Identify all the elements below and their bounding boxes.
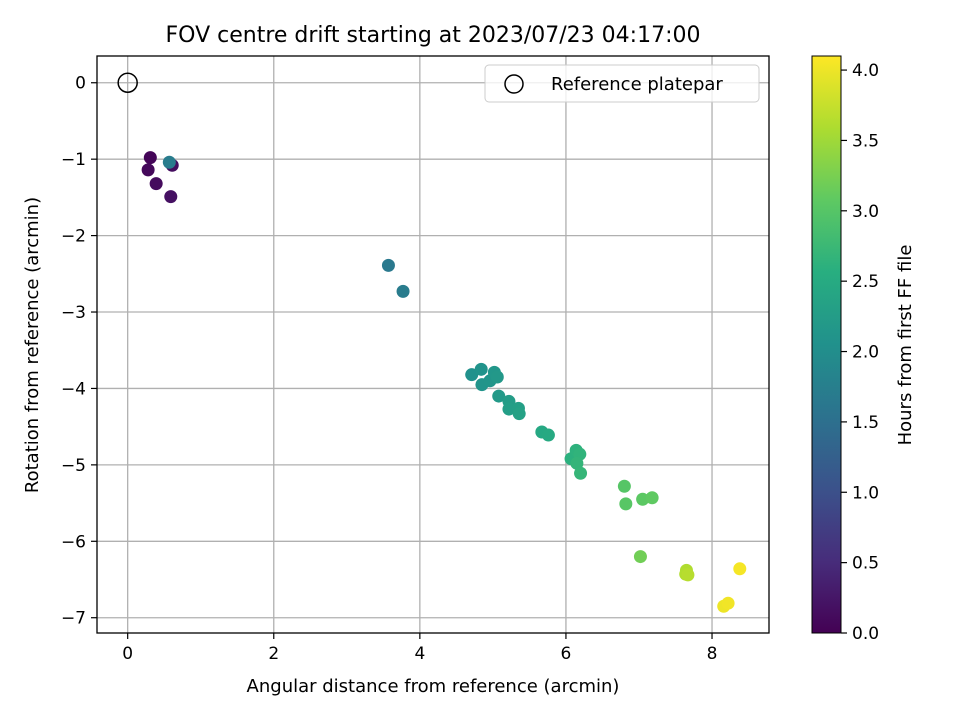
x-tick-label: 2 (268, 644, 279, 664)
data-point (143, 151, 157, 165)
data-point (162, 155, 176, 169)
data-point (541, 428, 555, 442)
colorbar-tick-label: 2.0 (852, 343, 879, 363)
colorbar-tick-label: 3.5 (852, 131, 879, 151)
x-tick-label: 6 (561, 644, 572, 664)
grid (97, 56, 769, 633)
data-point (141, 163, 155, 177)
chart-title: FOV centre drift starting at 2023/07/23 … (166, 23, 701, 48)
colorbar: 0.0 0.5 1.0 1.5 2.0 2.5 3.0 3.5 4.0 Hours from f… (811, 55, 916, 644)
legend: Reference platepar (484, 64, 760, 103)
data-point (574, 466, 588, 480)
x-tick-label: 8 (707, 644, 718, 664)
y-tick-label: −4 (61, 379, 86, 399)
x-tick-label: 4 (414, 644, 425, 664)
reference-marker-group (117, 72, 138, 93)
x-ticks: 0 2 4 6 8 (122, 633, 717, 664)
x-axis-label: Angular distance from reference (arcmin) (247, 676, 620, 697)
data-point (617, 479, 631, 493)
colorbar-tick-label: 2.5 (852, 272, 879, 292)
y-tick-label: −2 (61, 227, 86, 247)
data-point (721, 596, 735, 610)
colorbar-label: Hours from first FF file (895, 245, 916, 446)
data-point (570, 456, 584, 470)
colorbar-tick-label: 1.0 (852, 483, 879, 503)
y-tick-label: 0 (75, 74, 86, 94)
data-point (490, 370, 504, 384)
y-tick-label: −5 (61, 456, 86, 476)
plot-frame (96, 55, 770, 634)
colorbar-frame (811, 55, 842, 634)
colorbar-gradient (812, 56, 841, 633)
data-point (396, 284, 410, 298)
data-point (465, 368, 479, 382)
y-tick-label: −1 (61, 150, 86, 170)
colorbar-ticks: 0.0 0.5 1.0 1.5 2.0 2.5 3.0 3.5 4.0 (841, 61, 879, 644)
data-point (733, 562, 747, 576)
data-points (141, 151, 747, 613)
reference-marker (117, 72, 138, 93)
data-point (633, 550, 647, 564)
data-point (474, 362, 488, 376)
colorbar-tick-label: 3.0 (852, 202, 879, 222)
data-point (149, 177, 163, 191)
data-point (164, 190, 178, 204)
y-tick-label: −7 (61, 609, 86, 629)
colorbar-tick-label: 0.5 (852, 554, 879, 574)
colorbar-tick-label: 4.0 (852, 61, 879, 81)
legend-box (484, 64, 760, 103)
y-ticks: 0 −1 −2 −3 −4 −5 −6 −7 (61, 74, 97, 629)
data-point (502, 402, 516, 416)
data-point (492, 389, 506, 403)
data-point (512, 407, 526, 421)
data-point (645, 491, 659, 505)
data-point (619, 497, 633, 511)
x-tick-label: 0 (122, 644, 133, 664)
y-tick-label: −3 (61, 303, 86, 323)
colorbar-tick-label: 1.5 (852, 413, 879, 433)
data-point (381, 258, 395, 272)
y-axis-label: Rotation from reference (arcmin) (22, 197, 43, 493)
colorbar-tick-label: 0.0 (852, 624, 879, 644)
legend-label: Reference platepar (551, 74, 723, 95)
legend-marker (504, 74, 524, 94)
y-tick-label: −6 (61, 532, 86, 552)
data-point (681, 568, 695, 582)
